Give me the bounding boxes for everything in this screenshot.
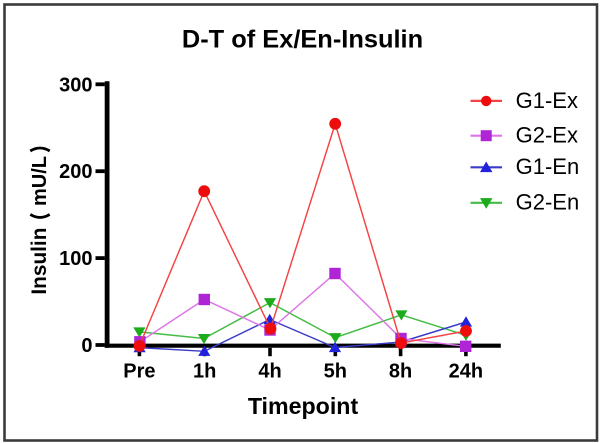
svg-text:D-T of Ex/En-Insulin: D-T of Ex/En-Insulin <box>182 26 423 54</box>
svg-text:G1-En: G1-En <box>516 154 580 179</box>
svg-text:1h: 1h <box>193 361 216 383</box>
svg-text:8h: 8h <box>389 361 412 383</box>
svg-text:mU/L: mU/L <box>29 156 51 206</box>
svg-text:4h: 4h <box>258 361 281 383</box>
svg-text:100: 100 <box>59 248 92 270</box>
svg-text:G2-Ex: G2-Ex <box>516 123 578 148</box>
svg-text:24h: 24h <box>449 361 483 383</box>
svg-text:G2-En: G2-En <box>516 190 580 215</box>
svg-text:Insulin: Insulin <box>28 228 51 295</box>
svg-text:5h: 5h <box>324 361 347 383</box>
svg-text:0: 0 <box>81 335 92 357</box>
svg-text:G1-Ex: G1-Ex <box>516 88 578 113</box>
svg-text:300: 300 <box>59 74 92 96</box>
svg-text:Timepoint: Timepoint <box>248 393 359 419</box>
svg-text:Pre: Pre <box>123 361 155 383</box>
svg-text:200: 200 <box>59 161 92 183</box>
